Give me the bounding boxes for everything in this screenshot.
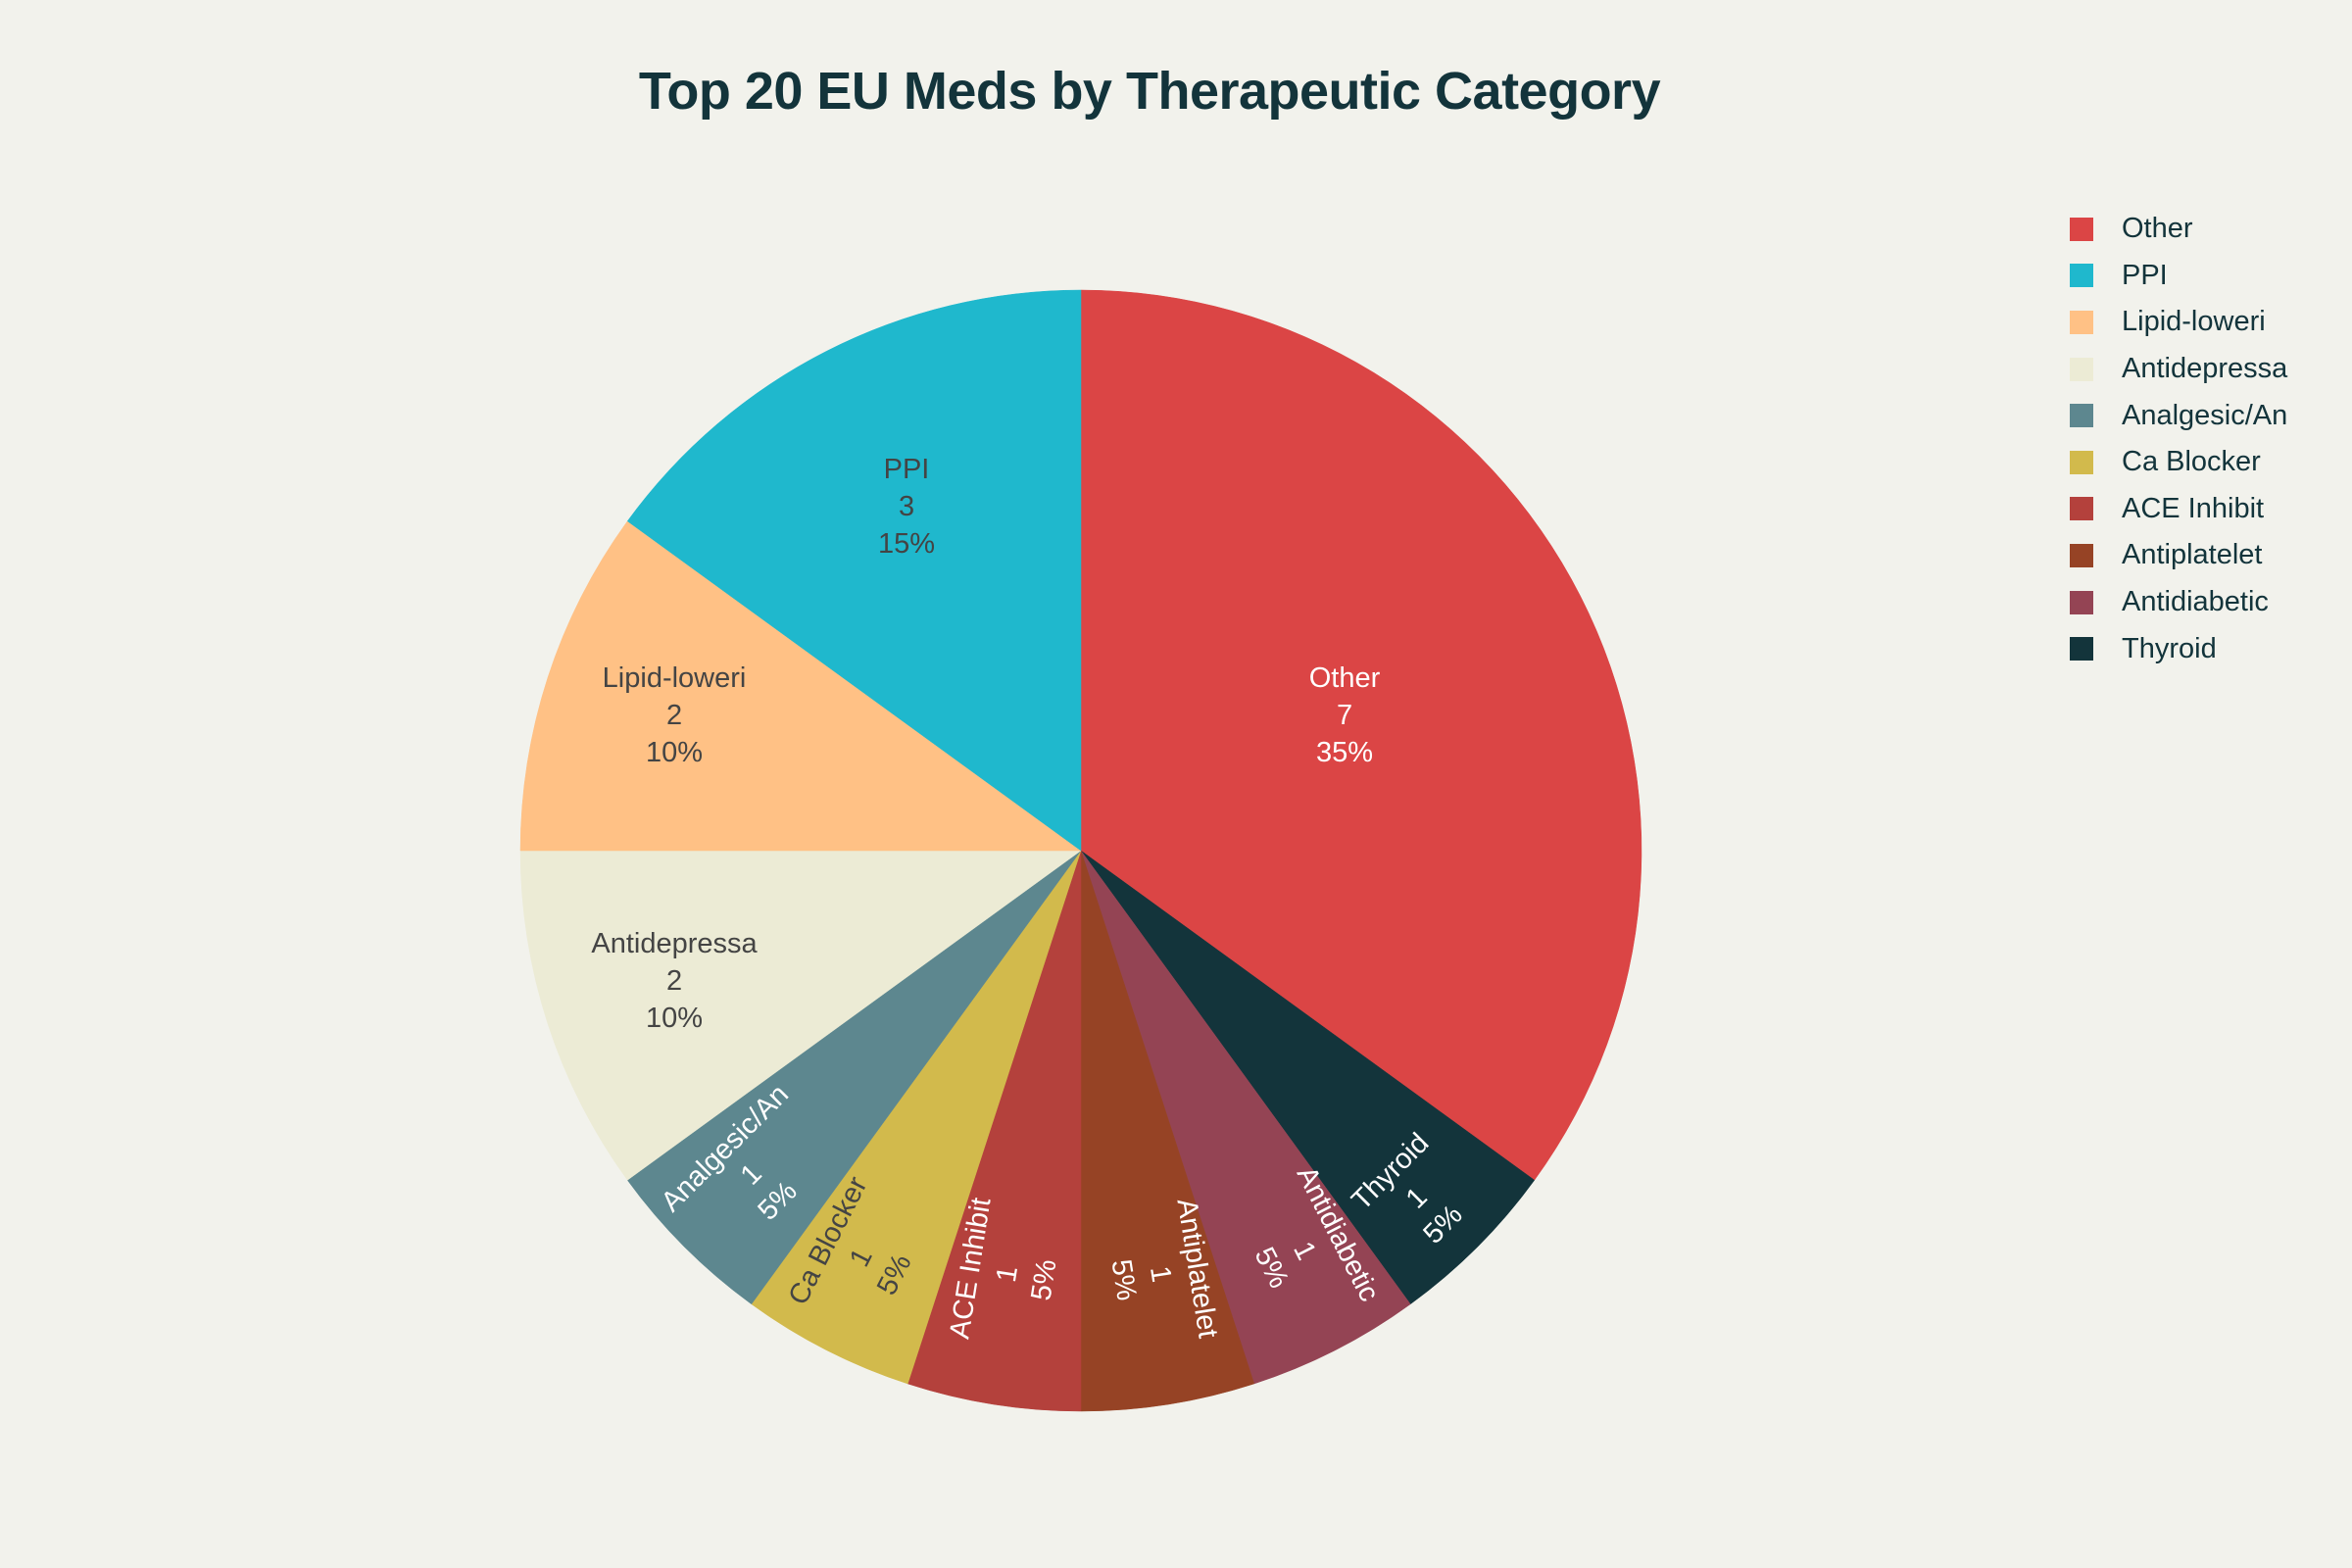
legend-label: Antidepressa	[2122, 353, 2288, 385]
legend-item-thyroid[interactable]: Thyroid	[2070, 625, 2287, 672]
pie-slice-ppi[interactable]	[626, 289, 1082, 852]
pie-slice-other[interactable]	[1080, 289, 1642, 1181]
legend-swatch	[2070, 357, 2093, 381]
legend-swatch	[2070, 497, 2093, 521]
legend-swatch	[2070, 404, 2093, 428]
legend-item-antiplatelet[interactable]: Antiplatelet	[2070, 532, 2287, 579]
legend-swatch	[2070, 637, 2093, 662]
pie-slice-ca-blocker[interactable]	[751, 850, 1082, 1385]
legend-item-ace-inhibit[interactable]: ACE Inhibit	[2070, 486, 2287, 533]
legend-label: Other	[2122, 213, 2193, 245]
legend-swatch	[2070, 264, 2093, 288]
legend-item-antidepressa[interactable]: Antidepressa	[2070, 346, 2287, 393]
chart-title: Top 20 EU Meds by Therapeutic Category	[638, 62, 1661, 121]
legend-label: Ca Blocker	[2122, 446, 2261, 478]
slice-label: PPI 3 15%	[878, 454, 935, 560]
legend-item-ppi[interactable]: PPI	[2070, 253, 2287, 300]
pie-slice-lipid-loweri[interactable]	[519, 520, 1082, 852]
legend-swatch	[2070, 310, 2093, 334]
pie-slice-antidepressa[interactable]	[519, 850, 1082, 1181]
slice-label: Antidepressa 2 10%	[591, 928, 758, 1034]
legend-item-antidiabetic[interactable]: Antidiabetic	[2070, 579, 2287, 626]
pie-slice-antiplatelet[interactable]	[1080, 850, 1255, 1412]
legend-label: Antiplatelet	[2122, 539, 2263, 571]
legend-swatch	[2070, 217, 2093, 241]
pie-slice-analgesic-an[interactable]	[626, 850, 1082, 1305]
legend-swatch	[2070, 543, 2093, 567]
slice-label: Other 7 35%	[1309, 662, 1381, 768]
legend-item-other[interactable]: Other	[2070, 206, 2287, 253]
legend-label: PPI	[2122, 259, 2168, 291]
slice-label: Lipid-loweri 2 10%	[603, 662, 747, 768]
legend-label: Analgesic/An	[2122, 399, 2288, 431]
legend-label: ACE Inhibit	[2122, 492, 2265, 524]
legend-item-lipid-loweri[interactable]: Lipid-loweri	[2070, 299, 2287, 346]
pie-slices	[519, 289, 1642, 1412]
legend-swatch	[2070, 450, 2093, 474]
legend-item-analgesic-an[interactable]: Analgesic/An	[2070, 392, 2287, 439]
legend: Other PPI Lipid-loweri Antidepressa Analgesi…	[2070, 206, 2287, 672]
pie-slice-ace-inhibit[interactable]	[906, 850, 1082, 1412]
legend-label: Antidiabetic	[2122, 586, 2269, 618]
legend-label: Thyroid	[2122, 632, 2217, 664]
pie-slice-thyroid[interactable]	[1080, 850, 1536, 1305]
pie-slice-antidiabetic[interactable]	[1080, 850, 1411, 1385]
legend-label: Lipid-loweri	[2122, 306, 2266, 338]
legend-swatch	[2070, 590, 2093, 614]
legend-item-ca-blocker[interactable]: Ca Blocker	[2070, 439, 2287, 486]
